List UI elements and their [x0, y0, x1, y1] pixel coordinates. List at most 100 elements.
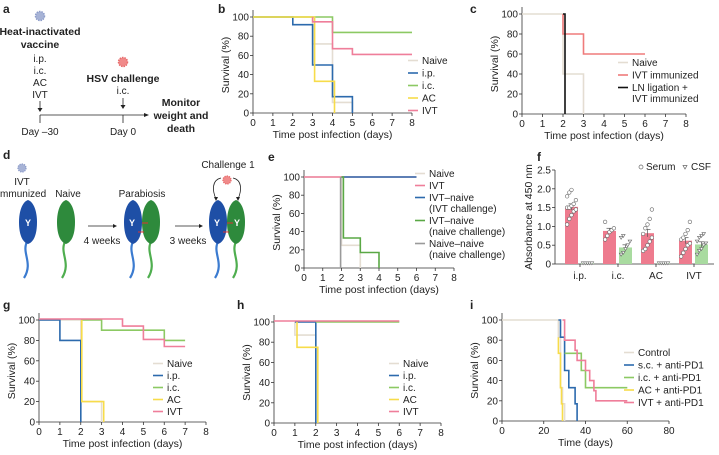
- series-line-ac-anti-pd1: [557, 337, 564, 421]
- chart-i: 0 20 40 60 80 0 20 40 60 80 100 Time (days) Survival…: [469, 313, 704, 449]
- x-tick-label: 1: [270, 118, 276, 129]
- x-tick-label: 4: [355, 428, 361, 439]
- x-tick-label: AC: [649, 271, 663, 282]
- data-point-csf: [625, 243, 631, 248]
- y-tick-label: 20: [259, 398, 271, 409]
- series-line-naive: [304, 176, 362, 268]
- data-point-serum: [645, 243, 650, 248]
- x-tick-label: 8: [683, 119, 689, 130]
- y-tick-label: 20: [487, 396, 499, 407]
- legend-label: (naive challenge): [429, 250, 505, 261]
- legend-label: IVT + anti-PD1: [638, 398, 704, 409]
- data-point-serum: [687, 241, 693, 246]
- data-point-serum: [647, 239, 652, 244]
- x-tick-label: 8: [203, 427, 209, 438]
- y-tick-label: 40: [507, 70, 519, 81]
- x-tick-label: 7: [663, 119, 669, 130]
- y-axis-label: Survival (%): [241, 344, 253, 401]
- series-line-naive: [522, 13, 585, 114]
- y-tick-label: 80: [487, 336, 499, 347]
- data-point-serum: [602, 219, 608, 224]
- series-line-ivt-anti-pd1: [562, 319, 628, 402]
- x-tick-label: 3: [334, 428, 340, 439]
- bar-serum: [565, 206, 578, 264]
- y-tick-label: 20: [24, 397, 36, 408]
- series-line-ivt-immunized: [562, 14, 645, 55]
- y-axis-label: Survival (%): [220, 37, 232, 94]
- y-tick-label: 0.5: [537, 241, 551, 252]
- data-point-csf: [703, 241, 709, 246]
- series-line-naive: [294, 322, 317, 423]
- data-point-csf: [694, 252, 700, 257]
- y-tick-label: 60: [259, 358, 271, 369]
- data-point-csf: [620, 234, 626, 238]
- data-point-serum: [640, 231, 646, 237]
- x-tick-label: 2: [313, 428, 319, 439]
- x-tick-label: 5: [376, 428, 382, 439]
- legend-label: IVT immunized: [632, 71, 699, 82]
- x-tick-label: 3: [99, 427, 105, 438]
- series-line-i-p-: [39, 319, 82, 422]
- x-tick-label: 2: [339, 273, 345, 284]
- data-point-csf: [696, 235, 702, 240]
- data-point-serum: [573, 207, 579, 212]
- series-line-i-c-: [80, 319, 186, 342]
- y-tick-label: 20: [238, 89, 250, 100]
- legend-label: LN ligation +: [632, 83, 688, 94]
- series-line-naive: [253, 16, 354, 113]
- x-tick-label: 0: [499, 426, 505, 437]
- data-point-csf: [694, 239, 700, 244]
- x-tick-label: 1: [57, 427, 63, 438]
- data-point-serum: [649, 207, 655, 212]
- data-point-serum: [602, 237, 608, 242]
- panel-letter-g: g: [3, 298, 11, 312]
- data-point-csf: [620, 251, 626, 255]
- data-point-serum: [569, 187, 574, 193]
- y-tick-label: 0: [294, 264, 300, 275]
- x-tick-label: 3: [310, 118, 316, 129]
- y-tick-label: 40: [487, 376, 499, 387]
- series-line-i-p-: [253, 16, 354, 113]
- data-point-csf: [701, 232, 707, 237]
- x-tick-label: 1: [320, 273, 326, 284]
- y-tick-label: 60: [507, 50, 519, 61]
- x-tick-label: 0: [250, 118, 256, 129]
- data-point-serum: [687, 219, 693, 224]
- x-axis-label: Time post infection (days): [63, 438, 183, 450]
- x-tick-label: 2: [78, 427, 84, 438]
- y-tick-label: 2.5: [537, 166, 551, 177]
- y-tick-label: 40: [238, 70, 250, 81]
- y-tick-label: 60: [289, 209, 301, 220]
- series-line-ac: [253, 16, 336, 113]
- legend-label: AC: [422, 94, 436, 105]
- legend-label: CSF: [691, 162, 711, 173]
- y-tick-label: 80: [507, 30, 519, 41]
- data-point-serum: [564, 194, 570, 199]
- y-tick-label: 60: [238, 51, 250, 62]
- data-point-serum: [605, 233, 610, 238]
- y-axis-label: Survival (%): [469, 342, 481, 399]
- y-tick-label: 80: [24, 336, 36, 347]
- y-axis-label: Survival (%): [271, 194, 283, 251]
- data-point-serum: [681, 235, 686, 240]
- y-tick-label: 0: [243, 109, 249, 120]
- panel-letter-f: f: [537, 150, 541, 164]
- series-line-ac: [81, 320, 105, 422]
- y-tick-label: 20: [289, 245, 301, 256]
- legend-label: AC: [167, 395, 181, 406]
- y-axis-label: Survival (%): [6, 343, 18, 400]
- data-point-serum: [678, 254, 684, 259]
- x-tick-label: 3: [581, 119, 587, 130]
- data-point-serum: [643, 246, 648, 252]
- data-point-serum: [643, 226, 648, 231]
- series-line-ac: [296, 322, 319, 423]
- x-tick-label: 5: [395, 273, 401, 284]
- y-tick-label: 60: [487, 356, 499, 367]
- x-tick-label: 4: [376, 273, 382, 284]
- x-tick-label: 0: [519, 119, 525, 130]
